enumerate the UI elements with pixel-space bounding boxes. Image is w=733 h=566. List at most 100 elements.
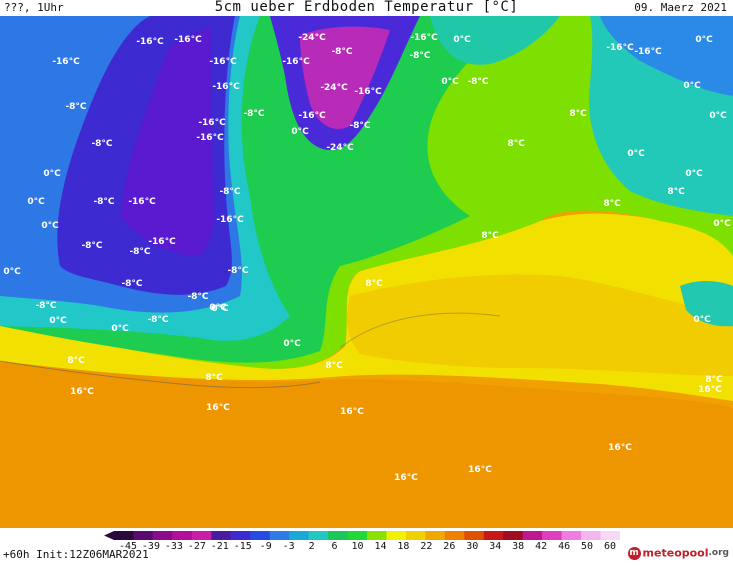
temperature-label: 0°C (3, 267, 21, 277)
scale-segment (211, 531, 232, 540)
temperature-label: 0°C (49, 316, 67, 326)
temperature-label: 8°C (603, 199, 621, 209)
scale-segment (464, 531, 485, 540)
temperature-label: -16°C (634, 47, 662, 57)
map-title: 5cm ueber Erdboden Temperatur [°C] (214, 0, 519, 15)
scale-segment (172, 531, 193, 540)
brand-tld: .org (708, 548, 729, 558)
scale-tick-label: -45 (118, 541, 138, 552)
scale-tick-label: 30 (466, 541, 479, 552)
temperature-label: 0°C (683, 81, 701, 91)
temperature-label: -16°C (606, 43, 634, 53)
temperature-label: -8°C (129, 247, 150, 257)
temperature-label: -8°C (93, 197, 114, 207)
scale-tick-label: 42 (535, 541, 548, 552)
scale-segment (503, 531, 524, 540)
forecast-day-hour: ???, 1Uhr (4, 1, 64, 14)
temperature-label: -16°C (298, 111, 326, 121)
temperature-label: 16°C (468, 465, 492, 475)
orange-band (0, 356, 733, 528)
scale-segment (367, 531, 388, 540)
scale-segment (250, 531, 271, 540)
temperature-label: 16°C (206, 403, 230, 413)
scale-tick-label: -9 (259, 541, 272, 552)
scale-segment (191, 531, 212, 540)
scale-tick-label: 2 (308, 541, 315, 552)
gold-band (347, 274, 733, 376)
temperature-label: 0°C (27, 197, 45, 207)
scale-tick-label: 34 (489, 541, 502, 552)
temperature-label: -8°C (243, 109, 264, 119)
temperature-label: 0°C (209, 303, 227, 313)
scale-segment (581, 531, 602, 540)
temperature-label: 8°C (705, 375, 723, 385)
temperature-label: -8°C (219, 187, 240, 197)
scale-segment (152, 531, 173, 540)
temperature-label: -8°C (349, 121, 370, 131)
brand-logo[interactable]: m meteopool.org (627, 546, 729, 560)
temperature-label: 0°C (453, 35, 471, 45)
coastline (0, 360, 321, 389)
scale-segment (133, 531, 154, 540)
temperature-label: 16°C (608, 443, 632, 453)
temperature-label: -16°C (209, 57, 237, 67)
scale-tick-label: 38 (512, 541, 525, 552)
scale-tick-label: 26 (443, 541, 456, 552)
scale-segment (230, 531, 251, 540)
scale-segment (269, 531, 290, 540)
scale-segment (522, 531, 543, 540)
temperature-label: -16°C (174, 35, 202, 45)
temperature-label: 0°C (695, 35, 713, 45)
footer-bar: -45 -39 -33 -27 -21 -15 -9 -3 2 6 10 14 18 22 26 30 34 38… (0, 528, 733, 566)
temperature-label: -8°C (121, 279, 142, 289)
forecast-date: 09. Maerz 2021 (634, 1, 727, 14)
scale-tick-label: -3 (282, 541, 295, 552)
scale-segment (386, 531, 407, 540)
temperature-label: -16°C (216, 215, 244, 225)
scale-tick-label: 50 (581, 541, 594, 552)
temperature-label: 16°C (698, 385, 722, 395)
north-cyan-patch (430, 16, 560, 65)
temperature-label: 16°C (394, 473, 418, 483)
temperature-label: 8°C (569, 109, 587, 119)
scale-tick-label: -27 (187, 541, 206, 552)
temperature-label: -16°C (128, 197, 156, 207)
temperature-label: 0°C (283, 339, 301, 349)
header-bar: ???, 1Uhr 5cm ueber Erdboden Temperatur … (0, 0, 733, 18)
temperature-label: -24°C (298, 33, 326, 43)
temperature-label: 0°C (693, 315, 711, 325)
temperature-label: 16°C (70, 387, 94, 397)
temperature-label: -8°C (81, 241, 102, 251)
temperature-label: -24°C (326, 143, 354, 153)
temperature-labels: -16°C -16°C -24°C -16°C 0°C-16°C -16°C -16°C-8… (3, 33, 731, 483)
temperature-label: 0°C (709, 111, 727, 121)
temperature-label: 16°C (340, 407, 364, 417)
temperature-label: -16°C (212, 82, 240, 92)
temperature-label: 8°C (325, 361, 343, 371)
temperature-label: -8°C (35, 301, 56, 311)
temperature-label: -8°C (227, 266, 248, 276)
temperature-label: -16°C (136, 37, 164, 47)
temperature-label: 8°C (365, 279, 383, 289)
scale-segment (425, 531, 446, 540)
temperature-label: 8°C (205, 373, 223, 383)
scale-tick-label: 46 (558, 541, 571, 552)
temperature-label: -16°C (198, 118, 226, 128)
scale-segment (289, 531, 310, 540)
scale-tick-label: -21 (210, 541, 229, 552)
temperature-label: 8°C (667, 187, 685, 197)
temperature-label: -16°C (52, 57, 80, 67)
brand-icon: m (627, 546, 641, 560)
scale-tick-label: 6 (331, 541, 338, 552)
violet-region (120, 26, 215, 256)
greenland-core (300, 26, 390, 130)
scale-tick-label: -39 (141, 541, 160, 552)
scale-segment (444, 531, 465, 540)
scale-segment (308, 531, 329, 540)
east-cyan-patch (680, 281, 733, 327)
temperature-label: -8°C (147, 315, 168, 325)
temperature-label: -16°C (410, 33, 438, 43)
temperature-label: -16°C (196, 133, 224, 143)
scale-segment (114, 531, 135, 540)
temperature-label: -8°C (91, 139, 112, 149)
